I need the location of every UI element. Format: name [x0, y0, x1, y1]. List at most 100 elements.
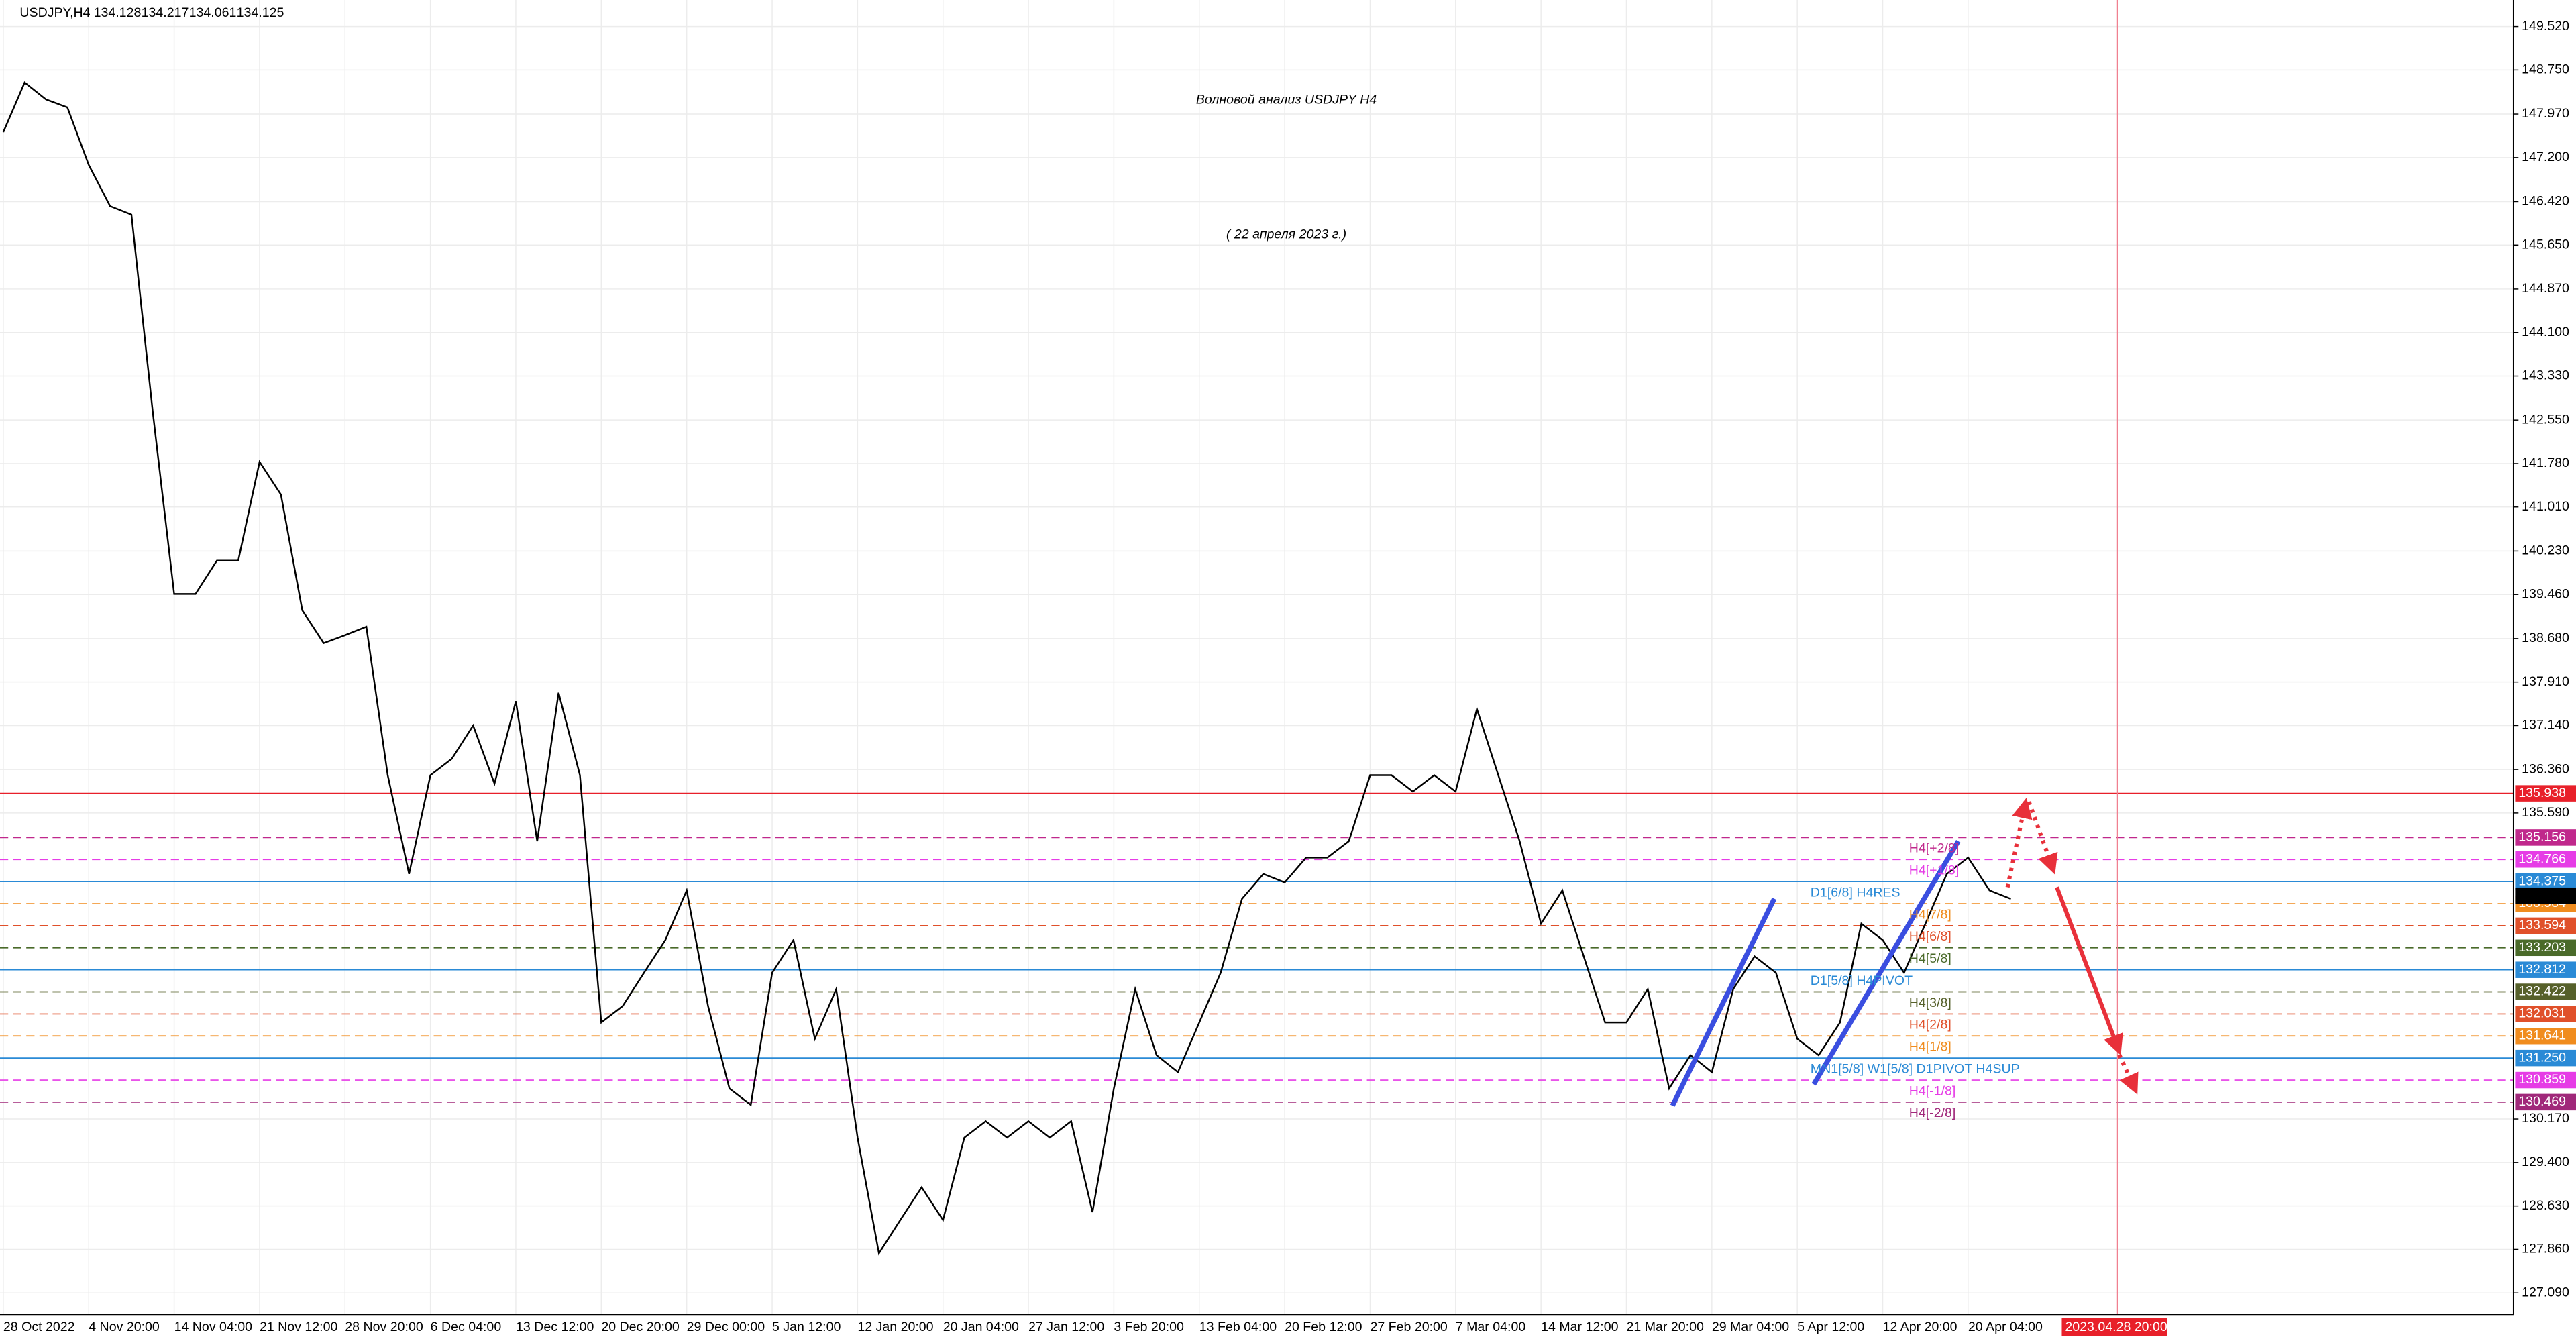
- level-price-box: [2515, 983, 2576, 1000]
- y-tick-label: 137.910: [2522, 674, 2569, 689]
- x-tick-label: 29 Dec 00:00: [687, 1320, 765, 1334]
- level-label: H4[3/8]: [1909, 996, 1951, 1010]
- y-tick-label: 142.550: [2522, 412, 2569, 427]
- y-tick-label: 130.170: [2522, 1111, 2569, 1126]
- y-tick-label: 147.200: [2522, 150, 2569, 164]
- level-label: H4[-1/8]: [1909, 1083, 1956, 1098]
- x-tick-label: 3 Feb 20:00: [1114, 1320, 1184, 1334]
- level-price-box: [2515, 961, 2576, 978]
- level-price-label: 134.375: [2518, 873, 2566, 888]
- y-tick-label: 127.860: [2522, 1242, 2569, 1256]
- level-label: H4[5/8]: [1909, 951, 1951, 966]
- level-label: H4[+2/8]: [1909, 841, 1960, 856]
- level-label: H4[-2/8]: [1909, 1106, 1956, 1120]
- y-tick-label: 141.780: [2522, 456, 2569, 470]
- y-tick-label: 127.090: [2522, 1285, 2569, 1299]
- level-price-label: 130.859: [2518, 1072, 2566, 1087]
- x-tick-label: 12 Apr 20:00: [1883, 1320, 1957, 1334]
- y-tick-label: 145.650: [2522, 237, 2569, 252]
- level-price-box: [2515, 873, 2576, 890]
- current-price-box: [2515, 887, 2576, 904]
- x-tick-label: 28 Oct 2022: [3, 1320, 75, 1334]
- ohlc: 134.061: [189, 5, 237, 20]
- level-price-box: [2515, 785, 2576, 802]
- level-price-label: 133.203: [2518, 940, 2566, 955]
- x-tick-label: 21 Mar 20:00: [1626, 1320, 1703, 1334]
- y-tick-label: 140.230: [2522, 543, 2569, 558]
- y-tick-label: 137.140: [2522, 718, 2569, 733]
- level-price-label: 130.469: [2518, 1094, 2566, 1109]
- x-tick-label: 21 Nov 12:00: [260, 1320, 338, 1334]
- level-label: MN1[5/8] W1[5/8] D1PIVOT H4SUP: [1811, 1061, 2020, 1076]
- level-price-box: [2515, 1049, 2576, 1067]
- wave-line: [1670, 898, 1777, 1107]
- ohlc: 134.125: [237, 5, 284, 20]
- x-tick-label: 5 Apr 12:00: [1797, 1320, 1864, 1334]
- x-tick-label: 6 Dec 04:00: [431, 1320, 502, 1334]
- x-tick-label: 28 Nov 20:00: [345, 1320, 423, 1334]
- forecast-arrow: [2055, 886, 2123, 1056]
- x-tick-label: 14 Mar 12:00: [1541, 1320, 1618, 1334]
- level-label: D1[6/8] H4RES: [1811, 885, 1900, 900]
- y-tick-label: 144.100: [2522, 325, 2569, 339]
- level-price-box: [2515, 917, 2576, 934]
- x-tick-label: 5 Jan 12:00: [772, 1320, 841, 1334]
- level-price-box: [2515, 1093, 2576, 1111]
- y-tick-label: 141.010: [2522, 499, 2569, 514]
- y-tick-label: 144.870: [2522, 281, 2569, 296]
- forecast-arrow: [2117, 1054, 2139, 1095]
- y-tick-label: 129.400: [2522, 1155, 2569, 1169]
- y-tick-label: 143.330: [2522, 368, 2569, 383]
- chart-subtitle: ( 22 апреля 2023 г.): [1226, 227, 1346, 242]
- y-tick-label: 146.420: [2522, 194, 2569, 209]
- y-tick-label: 138.680: [2522, 631, 2569, 645]
- price-line: [2, 81, 2012, 1256]
- level-price-label: 134.766: [2518, 851, 2566, 866]
- x-tick-label: 27 Jan 12:00: [1028, 1320, 1104, 1334]
- ohlc: 134.128: [94, 5, 142, 20]
- time-highlight: [2061, 1318, 2167, 1336]
- level-price-label: 132.031: [2518, 1006, 2566, 1021]
- chart-title: Волновой анализ USDJPY H4: [1196, 93, 1377, 107]
- level-price-label: 135.938: [2518, 786, 2566, 800]
- level-price-box: [2515, 829, 2576, 846]
- wave-line: [1811, 840, 1961, 1086]
- forecast-arrow: [2005, 798, 2033, 888]
- y-tick-label: 148.750: [2522, 62, 2569, 77]
- level-price-label: 131.250: [2518, 1050, 2566, 1065]
- x-tick-label: 20 Dec 20:00: [601, 1320, 680, 1334]
- level-price-label: 133.594: [2518, 918, 2566, 932]
- level-price-box: [2515, 939, 2576, 957]
- level-price-label: 132.812: [2518, 962, 2566, 977]
- y-tick-label: 135.590: [2522, 805, 2569, 820]
- level-price-box: [2515, 851, 2576, 868]
- y-tick-label: 149.520: [2522, 19, 2569, 34]
- x-tick-label: 12 Jan 20:00: [857, 1320, 933, 1334]
- level-label: H4[2/8]: [1909, 1018, 1951, 1032]
- level-label: H4[6/8]: [1909, 929, 1951, 944]
- level-price-label: 131.641: [2518, 1028, 2566, 1042]
- level-label: H4[1/8]: [1909, 1040, 1951, 1055]
- level-price-box: [2515, 1071, 2576, 1089]
- x-tick-label: 20 Jan 04:00: [943, 1320, 1019, 1334]
- x-tick-label: 13 Dec 12:00: [516, 1320, 594, 1334]
- x-tick-label: 7 Mar 04:00: [1456, 1320, 1526, 1334]
- level-label: D1[5/8] H4PIVOT: [1811, 973, 1913, 988]
- level-price-label: 132.422: [2518, 984, 2566, 999]
- y-tick-label: 147.970: [2522, 106, 2569, 121]
- x-tick-label: 14 Nov 04:00: [174, 1320, 253, 1334]
- level-label: H4[7/8]: [1909, 907, 1951, 922]
- level-price-box: [2515, 1006, 2576, 1022]
- x-tick-label: 13 Feb 04:00: [1199, 1320, 1277, 1334]
- x-tick-label: 20 Feb 12:00: [1285, 1320, 1362, 1334]
- y-tick-label: 139.460: [2522, 586, 2569, 601]
- x-tick-label: 29 Mar 04:00: [1712, 1320, 1789, 1334]
- level-price-label: 135.156: [2518, 830, 2566, 845]
- level-label: H4[+1/8]: [1909, 863, 1960, 878]
- symbol: USDJPY,H4: [19, 5, 90, 20]
- x-tick-label: 4 Nov 20:00: [89, 1320, 160, 1334]
- x-tick-label: 27 Feb 20:00: [1370, 1320, 1447, 1334]
